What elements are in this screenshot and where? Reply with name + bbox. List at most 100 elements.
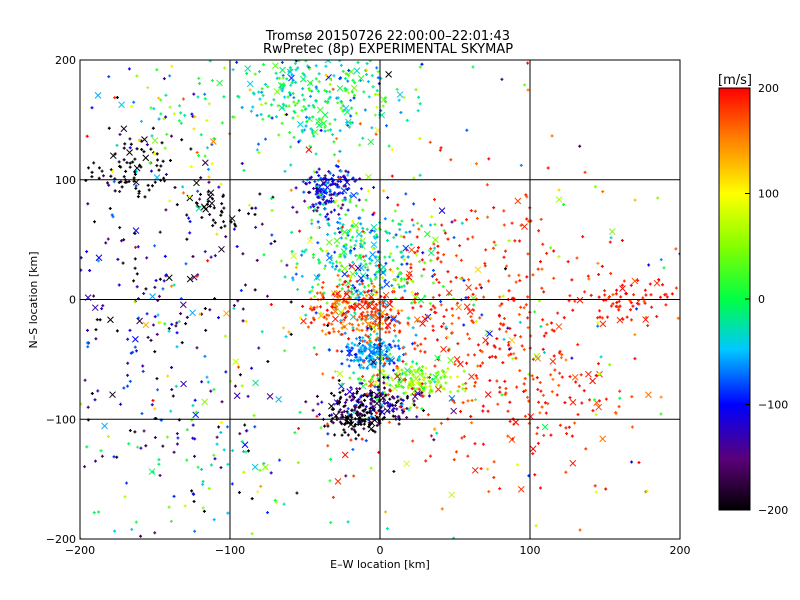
data-point-814 [287,330,291,334]
data-point-1536 [390,403,394,407]
data-point-247 [286,68,294,76]
data-point-482 [311,253,315,257]
data-point-1966 [429,308,433,312]
data-point-2328 [167,326,171,330]
data-point-1291 [447,356,454,364]
data-point-2382 [204,328,208,332]
data-point-182 [309,94,313,98]
data-point-1860 [335,349,339,353]
data-point-527 [389,252,393,256]
data-point-1745 [549,373,553,377]
data-point-1853 [433,273,437,277]
data-point-569 [351,260,355,264]
data-point-410 [314,202,318,206]
data-point-995 [331,327,335,331]
data-point-416 [317,167,321,171]
data-point-2380 [126,373,130,377]
data-point-2436 [113,189,117,193]
data-point-110 [347,69,351,73]
x-tick-label-1: −100 [215,544,245,557]
data-point-1007 [300,317,307,325]
data-point-341 [339,206,343,210]
data-point-2798 [194,410,198,414]
data-point-2835 [633,333,637,337]
data-point-1664 [482,295,486,299]
data-point-954 [344,314,348,318]
colorbar-label: [m/s] [718,73,752,88]
data-point-1763 [389,299,393,303]
data-point-1358 [304,400,308,404]
data-point-243 [345,118,352,126]
data-point-2594 [231,115,235,119]
data-point-2768 [166,374,170,378]
data-point-2443 [159,164,163,168]
data-point-2188 [238,432,242,436]
data-point-2893 [290,230,294,234]
data-point-1062 [358,335,362,339]
data-point-1870 [413,341,417,345]
data-point-356 [317,174,321,178]
data-point-1514 [345,398,349,402]
data-point-2283 [96,259,100,263]
data-point-1862 [413,347,417,351]
data-point-2057 [606,315,609,319]
data-point-485 [430,215,434,219]
data-point-1760 [531,377,535,381]
data-point-1357 [405,415,409,419]
data-point-244 [277,76,281,80]
data-point-1711 [492,475,496,479]
data-point-1404 [320,400,324,404]
data-point-2074 [643,288,647,292]
data-point-553 [399,234,403,238]
data-point-709 [384,229,388,233]
data-point-2687 [386,345,390,349]
data-point-2486 [128,165,132,169]
data-point-860 [312,307,316,311]
data-point-1669 [361,229,365,233]
data-point-729 [313,294,317,298]
data-point-1473 [405,396,409,400]
data-point-360 [351,176,355,180]
data-point-633 [326,232,330,236]
data-point-2908 [230,482,234,486]
data-point-592 [309,236,313,240]
data-point-1571 [338,420,342,424]
data-point-242 [324,73,328,77]
data-point-375 [316,195,320,199]
data-point-1929 [492,240,496,244]
data-point-2501 [213,221,217,225]
data-point-2641 [161,444,165,448]
data-point-2000 [504,330,508,334]
data-point-2077 [599,320,607,328]
data-point-893 [312,318,316,322]
data-point-2078 [597,309,601,313]
data-point-2225 [215,435,219,439]
data-point-912 [368,296,372,300]
data-point-1895 [473,384,477,388]
data-point-2167 [145,143,149,147]
data-point-1117 [353,343,357,347]
data-point-2480 [135,147,139,151]
data-point-288 [329,210,333,214]
data-point-630 [367,189,371,193]
data-point-1984 [446,270,450,274]
data-point-2432 [180,138,184,142]
data-point-301 [309,205,313,209]
data-point-1686 [555,393,559,397]
data-point-2900 [232,306,236,310]
data-point-1477 [376,388,380,392]
data-point-747 [424,313,432,321]
data-point-1233 [391,378,395,382]
data-point-1278 [428,381,432,385]
data-point-115 [332,140,336,144]
data-point-720 [359,234,363,238]
data-point-2928 [414,390,422,397]
data-point-50 [314,77,318,81]
data-point-2341 [88,268,92,272]
data-point-1303 [376,376,380,380]
data-point-1795 [504,386,508,390]
data-point-2202 [240,440,244,444]
data-point-2609 [206,380,210,384]
data-point-1521 [363,407,367,411]
data-point-1647 [386,393,390,397]
